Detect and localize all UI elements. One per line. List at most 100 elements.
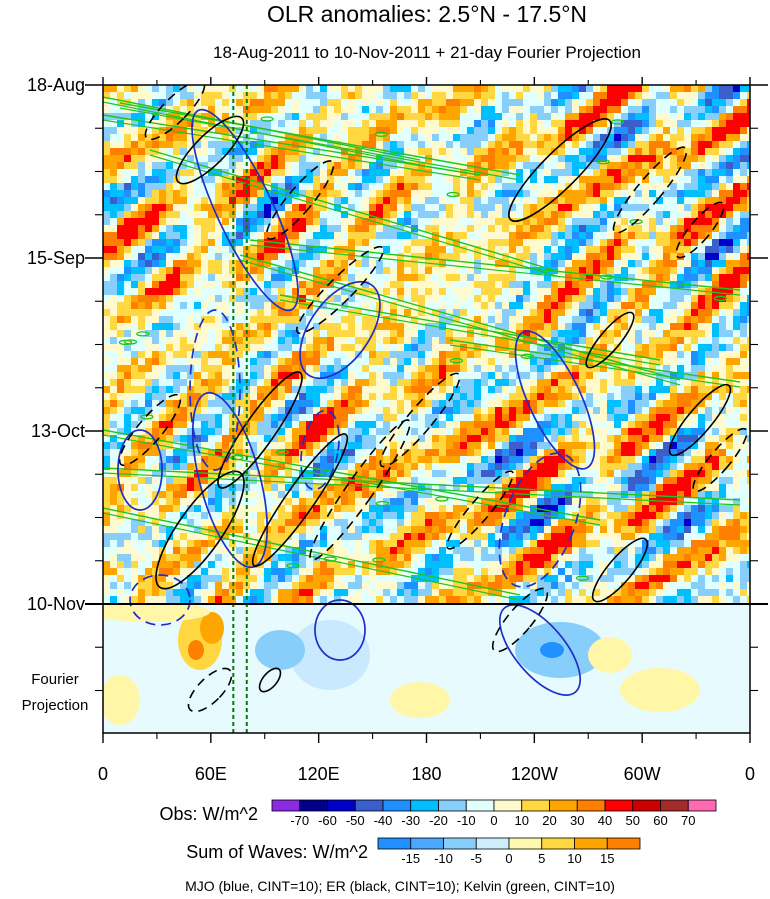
obs-cell (271, 134, 279, 142)
obs-cell (327, 316, 335, 324)
obs-cell (502, 295, 510, 303)
obs-cell (537, 400, 545, 408)
obs-cell (642, 337, 650, 345)
obs-cell (124, 274, 132, 282)
obs-cell (173, 85, 181, 93)
obs-cell (187, 337, 195, 345)
obs-cell (404, 148, 412, 156)
obs-cell (355, 85, 363, 93)
obs-cell (355, 407, 363, 415)
obs-cell (152, 162, 160, 170)
obs-cell (621, 141, 629, 149)
obs-cell (117, 309, 125, 317)
obs-cell (376, 127, 384, 135)
obs-cell (747, 442, 750, 450)
obs-cell (635, 309, 643, 317)
obs-cell (208, 127, 216, 135)
obs-cell (453, 386, 461, 394)
obs-cell (516, 393, 524, 401)
obs-cell (607, 316, 615, 324)
obs-cell (642, 225, 650, 233)
obs-cell (159, 309, 167, 317)
obs-cell (313, 232, 321, 240)
obs-cell (733, 393, 741, 401)
obs-cell (530, 141, 538, 149)
obs-cell (138, 211, 146, 219)
obs-cell (334, 386, 342, 394)
obs-cell (467, 386, 475, 394)
obs-cell (572, 407, 580, 415)
obs-cell (572, 351, 580, 359)
obs-cell (341, 372, 349, 380)
obs-cell (257, 379, 265, 387)
obs-cell (313, 239, 321, 247)
obs-cell (292, 148, 300, 156)
obs-cell (446, 267, 454, 275)
obs-cell (138, 344, 146, 352)
obs-cell (369, 162, 377, 170)
obs-cell (124, 344, 132, 352)
obs-cell (376, 330, 384, 338)
obs-cell (187, 169, 195, 177)
obs-cell (369, 99, 377, 107)
obs-cell (488, 302, 496, 310)
obs-cell (516, 211, 524, 219)
obs-cell (474, 162, 482, 170)
obs-cell (208, 260, 216, 268)
obs-cell (264, 141, 272, 149)
obs-cell (530, 120, 538, 128)
obs-cell (600, 183, 608, 191)
obs-cell (341, 449, 349, 457)
obs-cell (145, 141, 153, 149)
obs-cell (124, 309, 132, 317)
obs-cell (348, 225, 356, 233)
obs-cell (166, 407, 174, 415)
obs-cell (544, 155, 552, 163)
obs-cell (166, 281, 174, 289)
obs-cell (152, 400, 160, 408)
obs-cell (607, 218, 615, 226)
obs-cell (691, 113, 699, 121)
obs-cell (264, 344, 272, 352)
obs-cell (383, 281, 391, 289)
obs-cell (334, 351, 342, 359)
obs-cell (488, 442, 496, 450)
obs-cell (705, 302, 713, 310)
obs-cell (558, 239, 566, 247)
obs-cell (250, 358, 258, 366)
obs-cell (740, 372, 748, 380)
obs-cell (292, 134, 300, 142)
obs-cell (264, 323, 272, 331)
obs-cell (446, 134, 454, 142)
obs-cell (173, 421, 181, 429)
obs-cell (691, 309, 699, 317)
obs-cell (103, 204, 111, 212)
obs-cell (236, 162, 244, 170)
obs-cell (124, 456, 132, 464)
obs-cell (439, 288, 447, 296)
obs-cell (558, 253, 566, 261)
obs-cell (656, 288, 664, 296)
obs-cell (180, 260, 188, 268)
obs-cell (327, 428, 335, 436)
obs-cell (404, 421, 412, 429)
obs-cell (537, 260, 545, 268)
obs-cell (138, 225, 146, 233)
obs-cell (572, 190, 580, 198)
obs-cell (460, 218, 468, 226)
obs-cell (670, 176, 678, 184)
obs-cell (110, 246, 118, 254)
obs-cell (593, 85, 601, 93)
obs-cell (530, 288, 538, 296)
obs-cell (635, 106, 643, 114)
obs-cell (460, 204, 468, 212)
obs-cell (355, 428, 363, 436)
obs-cell (341, 218, 349, 226)
obs-cell (397, 274, 405, 282)
obs-cell (502, 204, 510, 212)
obs-cell (159, 218, 167, 226)
obs-cell (390, 323, 398, 331)
obs-cell (635, 211, 643, 219)
obs-cell (341, 295, 349, 303)
obs-cell (138, 330, 146, 338)
